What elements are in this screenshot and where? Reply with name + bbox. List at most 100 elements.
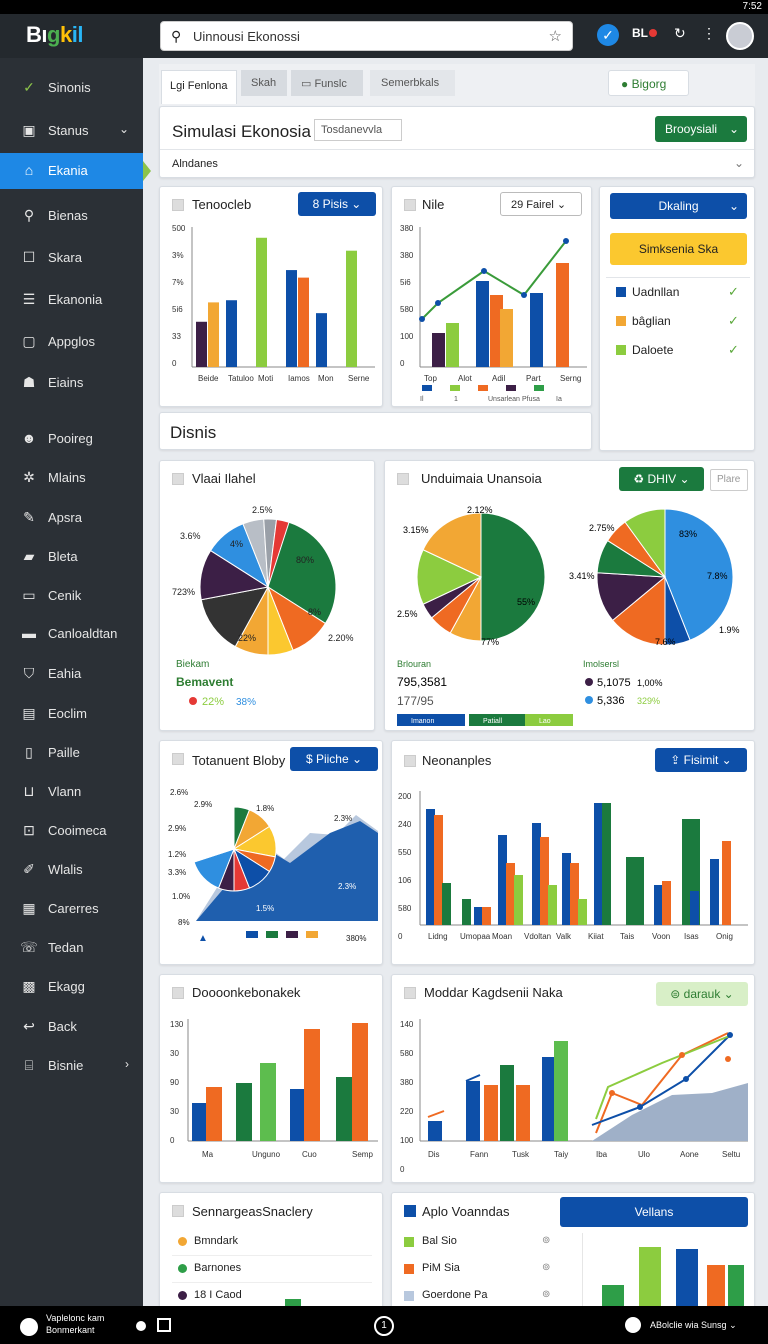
link-icon[interactable]: ⊚: [542, 1262, 551, 1273]
tab-third[interactable]: ▭ Funslc: [291, 70, 363, 96]
settings-icon[interactable]: [625, 1317, 641, 1333]
sidebar-item-label: Sinonis: [48, 80, 91, 95]
check-icon[interactable]: ✓: [728, 342, 739, 357]
yellow-button[interactable]: Simksenia Ska: [610, 233, 747, 265]
chart-dropdown-button[interactable]: $ Piiche ⌄: [290, 747, 378, 771]
checkbox[interactable]: [404, 987, 416, 999]
legend-label: Ia: [556, 396, 562, 403]
sidebar-item-apsra[interactable]: ✎ Apsra: [0, 500, 143, 536]
header-input[interactable]: Tosdanevvla: [314, 119, 402, 141]
sidebar-item-tedan[interactable]: ☏ Tedan: [0, 930, 143, 966]
sidebar-item-bleta[interactable]: ▰ Bleta: [0, 539, 143, 575]
page-icon: ▯: [25, 744, 33, 760]
checkbox[interactable]: [404, 755, 416, 767]
tab-fourth[interactable]: Semerbkals: [370, 70, 455, 96]
sidebar-item-eahia[interactable]: ⛉ Eahia: [0, 656, 143, 692]
y-tick-label: 3%: [172, 251, 184, 260]
line-point: [609, 1090, 615, 1096]
sidebar-item-appglos[interactable]: ▢ Appglos: [0, 324, 143, 360]
sidebar-item-pooireg[interactable]: ☻ Pooireg: [0, 421, 143, 457]
check-circle-icon[interactable]: ✓: [597, 24, 619, 46]
filter-dropdown[interactable]: Alndanes: [172, 158, 218, 170]
sidebar-item-canloaldtan[interactable]: ▬ Canloaldtan: [0, 616, 143, 652]
legend-swatch: [286, 931, 298, 938]
sidebar-item-sinonis[interactable]: ✓ Sinonis: [0, 70, 143, 106]
ghost-button[interactable]: Plare: [710, 469, 748, 491]
chevron-icon[interactable]: ⌄: [118, 122, 129, 136]
sidebar-item-eoclim[interactable]: ▤ Eoclim: [0, 696, 143, 732]
checkbox[interactable]: [172, 753, 184, 765]
blue-dropdown-button[interactable]: Dkaling ⌄: [610, 193, 747, 219]
bar: [482, 907, 491, 925]
stat-value: 1,00%: [637, 678, 663, 688]
record-icon[interactable]: [136, 1321, 146, 1331]
sidebar-item-vlann[interactable]: ⊔ Vlann: [0, 774, 143, 810]
link-icon[interactable]: ⊚: [542, 1235, 551, 1246]
chart-dropdown-button[interactable]: ⇪ Fisimit ⌄: [655, 748, 747, 772]
checkbox[interactable]: [404, 199, 416, 211]
bar: [570, 863, 579, 925]
recycle-icon: ♻: [633, 472, 648, 486]
sidebar-item-carerres[interactable]: ▦ Carerres: [0, 891, 143, 927]
sidebar-item-mlains[interactable]: ✲ Mlains: [0, 460, 143, 496]
x-tick-label: Vdoltan: [524, 932, 551, 941]
chevron-icon[interactable]: ›: [125, 1057, 129, 1071]
x-tick-label: Top: [424, 374, 437, 383]
checkbox[interactable]: [172, 1205, 184, 1217]
sidebar-item-label: Vlann: [48, 784, 82, 799]
sidebar-item-stanus[interactable]: ▣ Stanus ⌄: [0, 113, 143, 149]
sidebar-item-skara[interactable]: ☐ Skara: [0, 240, 143, 276]
legend-label: 1: [454, 396, 458, 403]
sidebar-item-paille[interactable]: ▯ Paille: [0, 735, 143, 771]
sidebar-item-cenik[interactable]: ▭ Cenik: [0, 578, 143, 614]
notifications-button[interactable]: BL: [632, 26, 657, 40]
sidebar-item-label: Carerres: [48, 901, 99, 916]
chevron-down-icon[interactable]: ⌄: [729, 1320, 737, 1330]
check-icon[interactable]: ✓: [728, 284, 739, 299]
app-icon[interactable]: [20, 1318, 38, 1336]
area-series: [592, 1083, 748, 1141]
more-icon[interactable]: ⋮: [702, 25, 716, 41]
avatar[interactable]: [726, 22, 754, 50]
checkbox[interactable]: [404, 1205, 416, 1217]
checkbox[interactable]: [172, 987, 184, 999]
chart-dropdown-button[interactable]: ⊜ darauk ⌄: [656, 982, 748, 1006]
checkbox[interactable]: [172, 473, 184, 485]
link-icon[interactable]: ⊚: [542, 1289, 551, 1300]
sidebar-item-ekanonia[interactable]: ☰ Ekanonia: [0, 282, 143, 318]
top-chip-button[interactable]: ● Bigorg: [608, 70, 689, 96]
legend-label: 22%: [202, 696, 224, 708]
sidebar-item-ekagg[interactable]: ▩ Ekagg: [0, 969, 143, 1005]
bullet-icon: [178, 1237, 187, 1246]
bar: [428, 1121, 442, 1141]
refresh-icon[interactable]: ↻: [674, 25, 686, 41]
sidebar-item-eiains[interactable]: ☗ Eiains: [0, 365, 143, 401]
chart-dropdown[interactable]: 29 Fairel ⌄: [500, 192, 582, 216]
sidebar-item-cooimeca[interactable]: ⊡ Cooimeca: [0, 813, 143, 849]
sidebar-item-back[interactable]: ↩ Back: [0, 1009, 143, 1045]
tab-main[interactable]: Lgi Fenlona: [161, 70, 237, 104]
bottom-left-card: SennargeasSnaclery Bmndark Barnones 18 I C…: [159, 1192, 383, 1312]
checkbox[interactable]: [397, 473, 409, 485]
app-logo[interactable]: Bıgkil: [26, 22, 83, 47]
checkbox[interactable]: [172, 199, 184, 211]
bar: [594, 803, 603, 925]
recents-icon[interactable]: [157, 1318, 171, 1332]
sidebar-item-wlalis[interactable]: ✐ Wlalis: [0, 852, 143, 888]
sidebar-item-bisnie[interactable]: ⌸ Bisnie ›: [0, 1048, 143, 1084]
home-button-icon[interactable]: 1: [374, 1316, 394, 1336]
bar: [554, 1041, 568, 1141]
search-input[interactable]: ⚲ Uinnousi Ekonossi ☆: [160, 21, 573, 51]
star-icon[interactable]: ☆: [548, 28, 562, 45]
sidebar-item-ekania[interactable]: ⌂ Ekania: [0, 153, 151, 189]
list-item: Uadnllan: [632, 285, 680, 299]
tab-second[interactable]: Skah: [241, 70, 287, 96]
bar: [432, 333, 445, 367]
sidebar-item-bienas[interactable]: ⚲ Bienas: [0, 198, 143, 234]
chart-dropdown-button[interactable]: ♻ DHIV ⌄: [619, 467, 704, 491]
chevron-down-icon[interactable]: ⌄: [733, 156, 744, 170]
primary-button[interactable]: Vellans: [560, 1197, 748, 1227]
chart-dropdown-button[interactable]: 8 Pisis ⌄: [298, 192, 376, 216]
green-dropdown-button[interactable]: Brooysiali ⌄: [655, 116, 747, 142]
check-icon[interactable]: ✓: [728, 313, 739, 328]
